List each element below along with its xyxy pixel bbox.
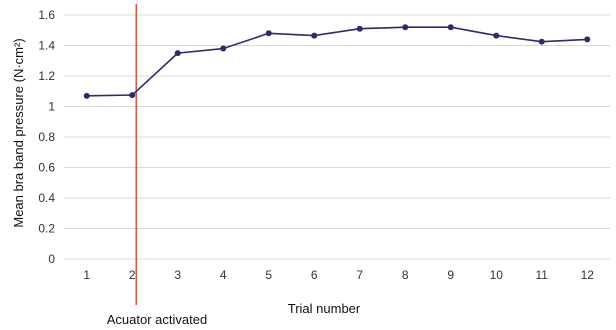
- x-tick-label: 8: [402, 268, 409, 282]
- annotation-label-actuator: Acuator activated: [107, 312, 207, 327]
- y-tick-label: 1: [48, 100, 55, 114]
- x-tick-label: 1: [83, 268, 90, 282]
- data-point: [538, 38, 545, 45]
- x-tick-label: 7: [356, 268, 363, 282]
- grid-layer: [64, 14, 610, 260]
- y-tick-label: 1.4: [38, 39, 55, 53]
- x-tick-labels: 1 2 3 4 5 6 7 8 9 10 11 12: [83, 268, 594, 282]
- data-point: [493, 32, 500, 39]
- x-tick-label: 10: [490, 268, 504, 282]
- x-tick-label: 5: [265, 268, 272, 282]
- y-tick-label: 0: [48, 252, 55, 266]
- y-tick-label: 0.6: [38, 161, 55, 175]
- x-axis-title: Trial number: [288, 301, 361, 316]
- x-tick-label: 6: [311, 268, 318, 282]
- data-point: [83, 92, 90, 99]
- data-point: [129, 92, 136, 99]
- data-point: [174, 50, 181, 57]
- data-point: [402, 24, 409, 31]
- data-point: [265, 30, 272, 37]
- x-tick-label: 3: [174, 268, 181, 282]
- x-tick-label: 4: [220, 268, 227, 282]
- y-tick-label: 1.6: [38, 8, 55, 22]
- data-point: [356, 25, 363, 32]
- series-line: [86, 26, 588, 97]
- data-point: [584, 36, 591, 43]
- y-tick-label: 0.4: [38, 191, 55, 205]
- x-tick-label: 2: [129, 268, 136, 282]
- series-layer: [83, 24, 591, 99]
- x-tick-label: 12: [581, 268, 595, 282]
- x-tick-label: 11: [536, 268, 549, 282]
- data-point: [220, 45, 227, 52]
- x-tick-label: 9: [447, 268, 454, 282]
- y-axis-title: Mean bra band pressure (N·cm²): [11, 38, 26, 227]
- y-tick-label: 1.2: [38, 69, 55, 83]
- data-point: [447, 24, 454, 31]
- y-tick-label: 0.2: [38, 222, 55, 236]
- y-tick-labels: 0 0.2 0.4 0.6 0.8 1 1.2 1.4 1.6: [38, 8, 55, 266]
- data-point: [311, 32, 318, 39]
- y-tick-label: 0.8: [38, 130, 55, 144]
